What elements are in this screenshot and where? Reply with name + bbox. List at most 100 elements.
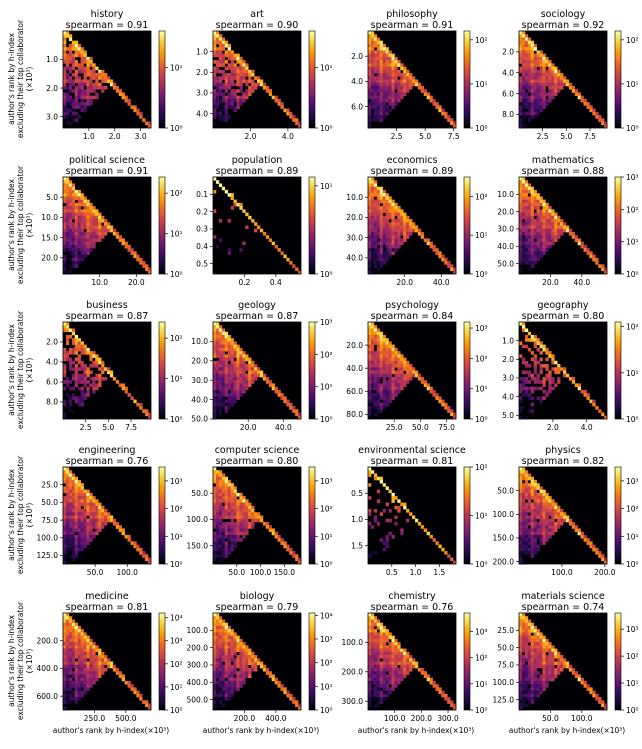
x-tick-label: 50.0 bbox=[412, 423, 429, 432]
panel-spearman: spearman = 0.81 bbox=[66, 602, 149, 613]
x-tick-label: 200.0 bbox=[411, 714, 433, 723]
y-tick-label: 200.0 bbox=[342, 667, 364, 676]
y-tick-label: 200.0 bbox=[493, 557, 515, 566]
y-axis-label-line: (×10³) bbox=[25, 213, 34, 238]
x-tick-label: 0.2 bbox=[238, 278, 250, 287]
y-tick-label: 3.0 bbox=[502, 374, 514, 383]
y-tick-label: 6.0 bbox=[502, 89, 514, 98]
heatmap-cells bbox=[368, 467, 457, 565]
y-tick-label: 100.0 bbox=[187, 515, 209, 524]
x-tick-label: 0.5 bbox=[386, 568, 398, 577]
x-tick-label: 75.0 bbox=[438, 423, 455, 432]
y-tick-label: 30.0 bbox=[497, 225, 514, 234]
colorbar-tick-label: 10¹ bbox=[170, 63, 183, 72]
x-tick-label: 2.0 bbox=[244, 132, 256, 141]
colorbar bbox=[463, 466, 471, 565]
y-axis-label-line: excluding their top collaborator bbox=[16, 310, 25, 429]
y-tick-label: 4.0 bbox=[46, 358, 58, 367]
colorbar-tick-label: 10⁰ bbox=[320, 560, 333, 569]
colorbar-tick-label: 10⁰ bbox=[475, 124, 488, 133]
colorbar-tick-label: 10² bbox=[320, 505, 333, 514]
colorbar-tick-label: 10¹ bbox=[626, 369, 639, 378]
colorbar-tick-label: 10⁰ bbox=[626, 706, 639, 715]
x-tick-label: 400.0 bbox=[265, 714, 287, 723]
colorbar-tick-label: 10³ bbox=[475, 627, 488, 636]
y-tick-label: 10.0 bbox=[497, 190, 514, 199]
panel-spearman: spearman = 0.91 bbox=[66, 20, 149, 31]
colorbar-tick-label: 10² bbox=[475, 36, 488, 45]
panel-title: materials science bbox=[521, 591, 605, 602]
y-tick-label: 200.0 bbox=[187, 643, 209, 652]
y-tick-label: 2.0 bbox=[351, 52, 363, 61]
heatmap-cells bbox=[213, 31, 302, 129]
y-tick-label: 100.0 bbox=[493, 678, 515, 687]
x-tick-label: 100.0 bbox=[116, 568, 138, 577]
x-tick-label: 100.0 bbox=[250, 568, 272, 577]
y-axis-label-line: excluding their top collaborator bbox=[16, 19, 25, 138]
x-tick-label: 500.0 bbox=[115, 714, 137, 723]
y-tick-label: 125.0 bbox=[37, 551, 59, 560]
panel-title: sociology bbox=[541, 9, 586, 20]
colorbar bbox=[158, 176, 166, 275]
y-tick-label: 100.0 bbox=[493, 510, 515, 519]
heatmap-cells bbox=[368, 177, 457, 275]
heatmap-cells bbox=[63, 177, 152, 275]
axes-frame bbox=[62, 612, 152, 711]
colorbar bbox=[614, 30, 622, 129]
panel-title: environmental science bbox=[358, 445, 466, 456]
y-tick-label: 20.0 bbox=[346, 341, 363, 350]
x-tick-label: 20.0 bbox=[240, 423, 257, 432]
colorbar bbox=[158, 466, 166, 565]
axes-frame bbox=[367, 612, 457, 711]
colorbar bbox=[158, 321, 166, 420]
colorbar-tick-label: 10⁰ bbox=[626, 560, 639, 569]
y-tick-label: 0.3 bbox=[196, 225, 208, 234]
colorbar-tick-label: 10⁰ bbox=[626, 270, 639, 279]
colorbar-tick-label: 10¹ bbox=[475, 231, 488, 240]
colorbar bbox=[308, 30, 316, 129]
panel-title: computer science bbox=[215, 445, 300, 456]
y-tick-label: 80.0 bbox=[346, 410, 363, 419]
x-tick-label: 7.5 bbox=[584, 132, 596, 141]
y-axis-label-line: (×10³) bbox=[25, 67, 34, 92]
y-tick-label: 50.0 bbox=[497, 486, 514, 495]
panel-title: philosophy bbox=[386, 9, 438, 20]
colorbar-tick-label: 10² bbox=[475, 654, 488, 663]
colorbar-tick-label: 10⁰ bbox=[320, 124, 333, 133]
colorbar-tick-label: 10¹ bbox=[475, 512, 488, 521]
colorbar-tick-label: 10² bbox=[320, 659, 333, 668]
heatmap-cells bbox=[368, 322, 457, 420]
axes-frame bbox=[518, 30, 608, 129]
heatmap-cells bbox=[519, 177, 608, 275]
panel-spearman: spearman = 0.82 bbox=[522, 456, 605, 467]
x-tick-label: 0.4 bbox=[270, 278, 282, 287]
y-axis-label-line: (×10³) bbox=[25, 358, 34, 383]
colorbar-tick-label: 10³ bbox=[320, 635, 333, 644]
y-axis-label-line: author's rank by h-index bbox=[7, 324, 16, 416]
axes-frame bbox=[212, 30, 302, 129]
y-tick-label: 500.0 bbox=[187, 695, 209, 704]
x-tick-label: 20.0 bbox=[128, 278, 145, 287]
colorbar-tick-label: 10¹ bbox=[475, 385, 488, 394]
colorbar-tick-label: 10³ bbox=[626, 477, 639, 486]
colorbar bbox=[614, 466, 622, 565]
heatmap-cells bbox=[63, 31, 152, 129]
colorbar-tick-label: 10² bbox=[170, 189, 183, 198]
y-tick-label: 200.0 bbox=[37, 636, 59, 645]
y-tick-label: 300.0 bbox=[342, 697, 364, 706]
y-tick-label: 0.5 bbox=[351, 489, 363, 498]
axes-frame bbox=[518, 466, 608, 565]
y-tick-label: 1.0 bbox=[196, 47, 208, 56]
y-tick-label: 1.0 bbox=[46, 55, 58, 64]
colorbar bbox=[614, 612, 622, 711]
panel-title: engineering bbox=[79, 445, 136, 456]
y-tick-label: 8.0 bbox=[46, 398, 58, 407]
